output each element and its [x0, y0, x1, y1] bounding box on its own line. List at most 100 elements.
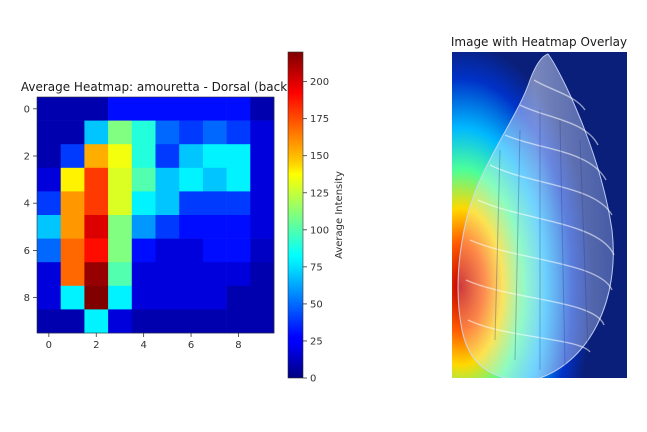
heatmap-cell — [84, 144, 109, 169]
heatmap-cell — [131, 285, 156, 310]
heatmap-cell — [226, 191, 251, 216]
heatmap-cell — [108, 309, 133, 334]
heatmap-cell — [179, 262, 204, 287]
heatmap-cell — [84, 97, 109, 121]
x-tick-label: 8 — [235, 340, 241, 351]
heatmap-cell — [250, 167, 275, 192]
heatmap-cell — [250, 97, 275, 121]
heatmap-cell — [108, 285, 133, 310]
heatmap-cell — [226, 309, 251, 334]
heatmap-cell — [202, 262, 227, 287]
heatmap-cell — [60, 238, 85, 263]
colorbar-label: Average Intensity — [334, 171, 345, 259]
heatmap-cell — [84, 285, 109, 310]
heatmap-cell — [37, 191, 61, 216]
heatmap-cell — [155, 262, 180, 287]
y-tick-label: 6 — [24, 246, 30, 257]
heatmap-cell — [226, 262, 251, 287]
heatmap-cell — [37, 238, 61, 263]
overlay-title: Image with Heatmap Overlay — [451, 35, 627, 49]
colorbar-tick-label: 0 — [310, 374, 316, 385]
heatmap-cell — [250, 238, 275, 263]
heatmap-axes: 0 2 4 6 8 0 2 4 6 8 — [24, 104, 242, 351]
heatmap-cell — [179, 97, 204, 121]
heatmap-cell — [108, 191, 133, 216]
heatmap-cell — [84, 262, 109, 287]
heatmap-cell — [60, 191, 85, 216]
heatmap-cell — [226, 120, 251, 145]
heatmap-cell — [202, 120, 227, 145]
x-tick-label: 2 — [93, 340, 99, 351]
heatmap-cells — [37, 97, 275, 334]
heatmap-cell — [179, 238, 204, 263]
heatmap-cell — [179, 215, 204, 239]
heatmap-cell — [60, 309, 85, 334]
heatmap-cell — [131, 144, 156, 169]
y-tick-label: 8 — [24, 293, 30, 304]
heatmap-cell — [250, 120, 275, 145]
heatmap-cell — [250, 215, 275, 239]
heatmap-cell — [155, 215, 180, 239]
y-tick-label: 0 — [24, 104, 30, 115]
heatmap-cell — [131, 309, 156, 334]
heatmap-cell — [179, 285, 204, 310]
colorbar-tick-label: 25 — [310, 336, 323, 347]
heatmap-cell — [226, 144, 251, 169]
seashell-image — [457, 53, 615, 378]
heatmap-cell — [108, 97, 133, 121]
heatmap-cell — [155, 120, 180, 145]
heatmap-cell — [155, 285, 180, 310]
heatmap-cell — [250, 262, 275, 287]
heatmap-cell — [108, 215, 133, 239]
heatmap-cell — [131, 215, 156, 239]
heatmap-cell — [226, 285, 251, 310]
heatmap-cell — [108, 262, 133, 287]
heatmap-cell — [108, 120, 133, 145]
colorbar-tick-label: 50 — [310, 299, 323, 310]
heatmap-cell — [155, 238, 180, 263]
heatmap-cell — [84, 238, 109, 263]
heatmap-cell — [37, 309, 61, 334]
heatmap-cell — [37, 262, 61, 287]
heatmap-cell — [226, 97, 251, 121]
heatmap-cell — [84, 167, 109, 192]
heatmap-cell — [131, 167, 156, 192]
heatmap-cell — [250, 191, 275, 216]
heatmap-cell — [202, 97, 227, 121]
heatmap-cell — [202, 238, 227, 263]
y-tick-label: 2 — [24, 152, 30, 163]
heatmap-cell — [108, 238, 133, 263]
heatmap-cell — [155, 97, 180, 121]
heatmap-cell — [84, 120, 109, 145]
heatmap-cell — [37, 97, 61, 121]
heatmap-cell — [155, 191, 180, 216]
heatmap-cell — [226, 238, 251, 263]
heatmap-cell — [202, 167, 227, 192]
heatmap-cell — [250, 309, 275, 334]
heatmap-cell — [250, 144, 275, 169]
overlay-image — [452, 52, 627, 378]
heatmap-cell — [155, 144, 180, 169]
heatmap-cell — [60, 144, 85, 169]
heatmap-cell — [202, 215, 227, 239]
heatmap-cell — [37, 215, 61, 239]
heatmap-cell — [226, 167, 251, 192]
heatmap-cell — [84, 309, 109, 334]
x-tick-label: 6 — [188, 340, 194, 351]
heatmap-cell — [84, 191, 109, 216]
x-tick-label: 4 — [140, 340, 146, 351]
heatmap-cell — [179, 144, 204, 169]
heatmap-cell — [60, 167, 85, 192]
y-tick-label: 4 — [24, 199, 30, 210]
heatmap-cell — [155, 309, 180, 334]
heatmap-cell — [202, 144, 227, 169]
heatmap-cell — [202, 309, 227, 334]
heatmap-cell — [179, 167, 204, 192]
heatmap-cell — [226, 215, 251, 239]
heatmap-cell — [250, 285, 275, 310]
heatmap-cell — [131, 238, 156, 263]
colorbar-tick-label: 150 — [310, 151, 329, 162]
heatmap-cell — [179, 191, 204, 216]
heatmap-cell — [60, 262, 85, 287]
